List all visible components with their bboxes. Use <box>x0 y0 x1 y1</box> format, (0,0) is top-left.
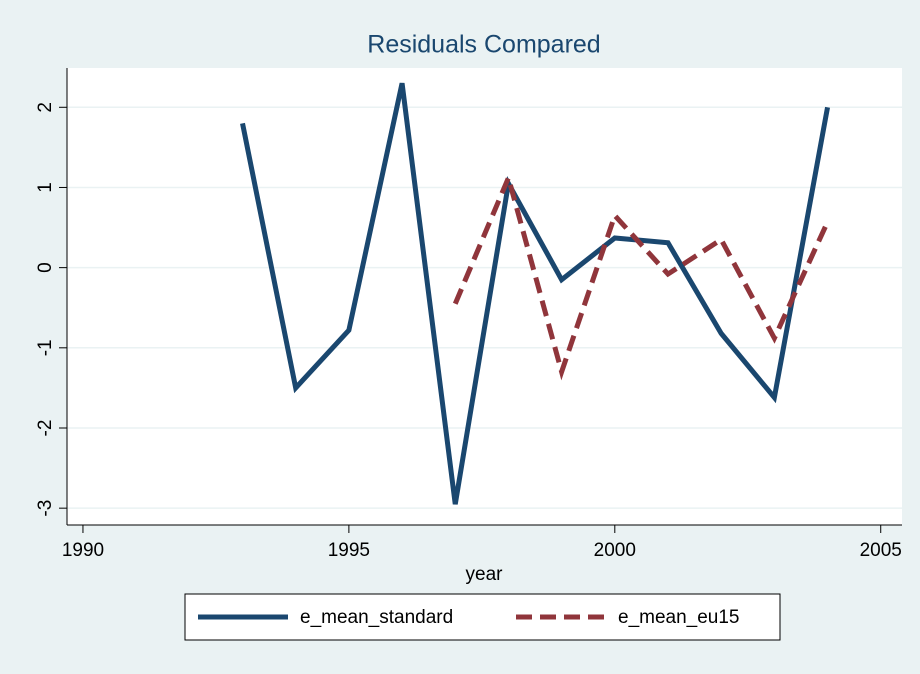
legend-label: e_mean_eu15 <box>618 607 740 628</box>
y-tick-label: -3 <box>35 500 56 517</box>
x-tick-label: 1990 <box>62 540 104 561</box>
y-tick-label: -1 <box>35 339 56 356</box>
line-series <box>452 170 830 381</box>
line-series <box>240 82 831 505</box>
y-tick-label: 2 <box>35 102 56 113</box>
x-tick-label: 1995 <box>328 540 370 561</box>
x-tick-label: 2000 <box>594 540 636 561</box>
y-tick-label: -2 <box>35 420 56 437</box>
y-tick-label: 1 <box>35 182 56 193</box>
y-tick-label: 0 <box>35 262 56 273</box>
legend-label: e_mean_standard <box>300 607 453 628</box>
plot-area <box>67 68 902 525</box>
x-tick-label: 2005 <box>860 540 902 561</box>
x-axis-label: year <box>466 564 504 585</box>
chart-title: Residuals Compared <box>367 31 600 59</box>
